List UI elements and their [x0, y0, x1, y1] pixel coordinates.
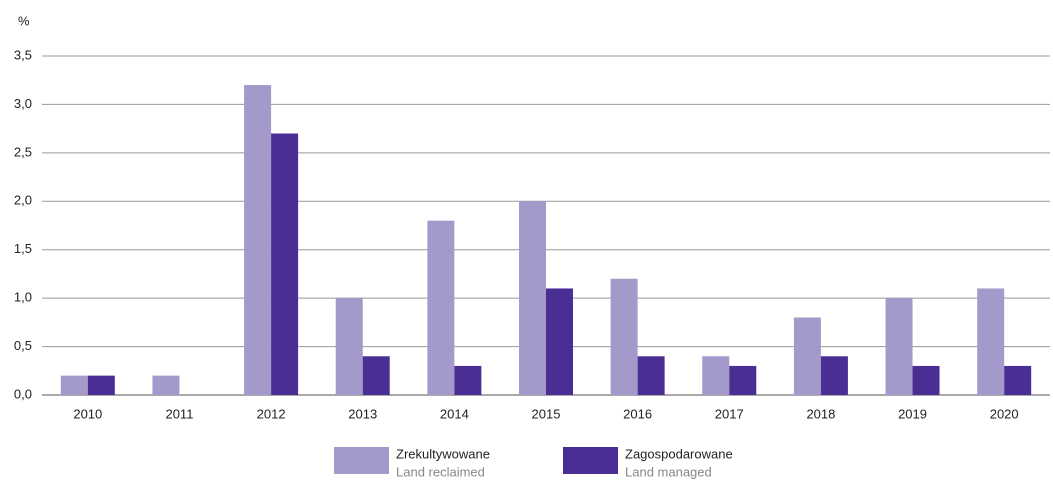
bar [546, 288, 573, 395]
bar [702, 356, 730, 395]
bar [60, 375, 88, 395]
bar [820, 356, 848, 395]
bar [519, 201, 546, 395]
legend-swatch [334, 447, 389, 474]
bar [610, 278, 638, 395]
x-tick-label: 2013 [348, 406, 377, 421]
y-tick-label: 0,5 [14, 338, 32, 353]
legend-swatch [563, 447, 618, 474]
bar [335, 298, 363, 395]
x-tick-label: 2011 [165, 406, 193, 421]
bar [885, 298, 913, 395]
x-tick-label: 2014 [440, 406, 469, 421]
bar [87, 375, 115, 395]
bar [793, 317, 821, 395]
legend-label: Zagospodarowane [625, 446, 733, 461]
x-tick-label: 2012 [257, 406, 286, 421]
y-tick-label: 3,5 [14, 47, 32, 62]
bar [454, 365, 482, 395]
y-unit: % [18, 13, 30, 28]
x-tick-label: 2019 [898, 406, 927, 421]
bar [729, 365, 757, 395]
x-tick-label: 2016 [623, 406, 652, 421]
bar [271, 133, 299, 395]
bar [1004, 365, 1032, 395]
y-tick-label: 1,5 [14, 241, 32, 256]
bar [977, 288, 1005, 395]
legend-label-en: Land reclaimed [396, 464, 485, 479]
x-tick-label: 2017 [715, 406, 744, 421]
x-tick-label: 2015 [532, 406, 561, 421]
y-tick-label: 1,0 [14, 290, 32, 305]
legend-label-en: Land managed [625, 464, 712, 479]
y-tick-label: 2,5 [14, 144, 32, 159]
bar [362, 356, 390, 395]
x-tick-label: 2018 [806, 406, 835, 421]
x-tick-label: 2010 [73, 406, 102, 421]
y-tick-label: 2,0 [14, 193, 32, 208]
y-tick-label: 3,0 [14, 96, 32, 111]
x-tick-label: 2020 [990, 406, 1019, 421]
legend-label: Zrekultywowane [396, 446, 490, 461]
bar [244, 85, 272, 396]
bar [152, 375, 180, 395]
bar [637, 356, 665, 395]
bar [912, 365, 940, 395]
bar [427, 220, 455, 395]
y-tick-label: 0,0 [14, 386, 32, 401]
